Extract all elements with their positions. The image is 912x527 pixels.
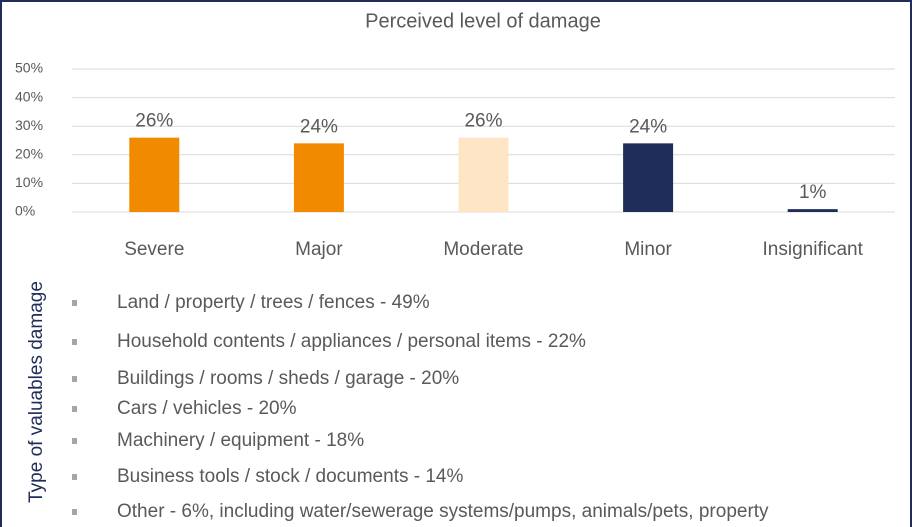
data-label: 26% bbox=[464, 111, 502, 132]
list-label: Type of valuables damage bbox=[26, 281, 47, 503]
list-item: Cars / vehicles - 20% bbox=[117, 398, 297, 419]
x-tick-label: Moderate bbox=[443, 239, 523, 260]
x-tick-label: Major bbox=[295, 239, 343, 260]
bullet bbox=[72, 406, 77, 412]
bar bbox=[787, 209, 838, 212]
x-tick-label: Insignificant bbox=[763, 239, 864, 260]
data-label: 24% bbox=[300, 116, 338, 137]
bar bbox=[623, 143, 674, 212]
list-item: Household contents / appliances / person… bbox=[117, 331, 586, 352]
bar bbox=[129, 137, 180, 212]
bullet bbox=[72, 376, 77, 382]
data-label: 24% bbox=[629, 116, 667, 137]
data-label: 1% bbox=[799, 182, 827, 203]
bar bbox=[458, 137, 509, 212]
y-tick-label: 10% bbox=[15, 174, 43, 190]
y-tick-label: 50% bbox=[15, 60, 43, 76]
bullet bbox=[72, 509, 77, 515]
bullet bbox=[72, 438, 77, 444]
bullet bbox=[72, 339, 77, 345]
list-item: Other - 6%, including water/sewerage sys… bbox=[117, 501, 769, 522]
y-tick-label: 20% bbox=[15, 146, 43, 162]
list-item: Machinery / equipment - 18% bbox=[117, 430, 364, 451]
data-label: 26% bbox=[135, 111, 173, 132]
chart-title: Perceived level of damage bbox=[365, 10, 601, 32]
list-item: Business tools / stock / documents - 14% bbox=[117, 466, 463, 487]
list-item: Land / property / trees / fences - 49% bbox=[117, 292, 430, 313]
bar bbox=[293, 143, 344, 212]
x-tick-label: Severe bbox=[124, 239, 184, 260]
bullet bbox=[72, 300, 77, 306]
x-tick-label: Minor bbox=[624, 239, 672, 260]
y-tick-label: 0% bbox=[15, 203, 35, 219]
list-item: Buildings / rooms / sheds / garage - 20% bbox=[117, 368, 459, 389]
bullet bbox=[72, 474, 77, 480]
y-tick-label: 40% bbox=[15, 88, 43, 104]
y-tick-label: 30% bbox=[15, 117, 43, 133]
